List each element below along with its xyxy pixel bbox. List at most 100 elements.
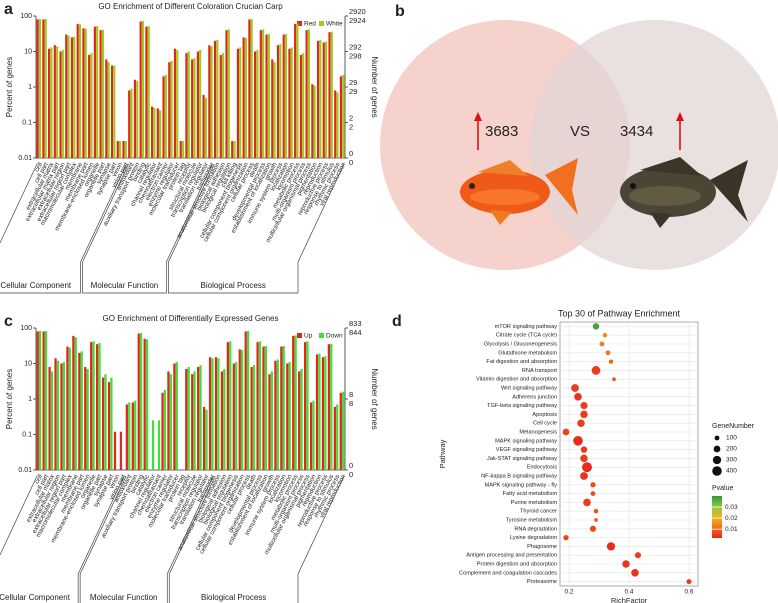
y-tick-label: 0.1 — [22, 431, 32, 438]
bar — [333, 406, 336, 470]
black-fish-tail — [710, 160, 748, 222]
y2-tick-label: 8 — [349, 390, 353, 399]
bar — [67, 35, 70, 159]
dot — [631, 569, 639, 577]
bar — [280, 346, 283, 470]
red-fish-shade — [470, 189, 540, 205]
bar — [70, 37, 74, 158]
bar — [125, 404, 128, 470]
bar — [271, 59, 274, 159]
bar — [250, 19, 253, 159]
bar — [74, 337, 77, 470]
legend-label: Up — [304, 333, 313, 340]
dot — [563, 534, 569, 541]
bar — [217, 358, 220, 470]
bar — [315, 354, 319, 470]
bar — [303, 342, 307, 470]
bar — [68, 347, 71, 470]
bar — [276, 359, 279, 470]
bar — [221, 53, 225, 158]
bar — [173, 48, 177, 158]
y-axis-label: Pathway — [438, 439, 447, 468]
bar — [42, 331, 45, 470]
bar — [213, 40, 217, 159]
y-tick-label: Fatty acid metabolism — [503, 491, 558, 497]
bar — [173, 363, 176, 470]
y-tick-label: 1 — [28, 84, 32, 91]
bar — [309, 402, 313, 470]
y2-tick-label: 2 — [349, 113, 353, 122]
bar — [307, 29, 310, 159]
y-tick-label: Complement and coagulation cascades — [459, 570, 557, 576]
dot — [577, 419, 585, 427]
bar — [159, 110, 162, 158]
bar — [244, 38, 248, 158]
y-tick-label: 10 — [24, 48, 32, 55]
bar — [288, 362, 291, 470]
black-fish-shade — [629, 186, 701, 206]
chart-title: Top 30 of Pathway Enrichment — [558, 308, 681, 318]
y-tick-label: 10 — [24, 360, 32, 367]
bar — [202, 406, 206, 470]
bar — [342, 74, 345, 158]
group-bracket — [79, 475, 214, 603]
legend-swatch — [297, 333, 302, 338]
bar — [313, 85, 316, 158]
bar — [319, 40, 322, 158]
group-bracket — [0, 475, 125, 603]
group-bracket — [0, 163, 127, 294]
bar — [145, 26, 148, 158]
bar — [61, 50, 64, 158]
bar — [107, 62, 110, 158]
bar — [54, 358, 57, 470]
bar — [244, 331, 247, 470]
bar — [336, 92, 339, 158]
y-tick-label: 1 — [28, 396, 32, 403]
y-axis-label: Percent of genes — [5, 57, 14, 117]
black-fish — [620, 157, 748, 228]
bar — [134, 400, 137, 470]
bar — [265, 34, 268, 158]
y-tick-label: 0.1 — [22, 119, 32, 126]
bar — [223, 368, 226, 470]
dot — [583, 498, 591, 507]
y-tick-label: Citrate cycle (TCA cycle) — [496, 333, 557, 339]
bar — [232, 363, 235, 470]
bar — [88, 54, 91, 158]
bar — [276, 45, 280, 158]
bar — [306, 341, 309, 470]
panel-label: d — [392, 313, 402, 330]
y2-tick-label: 2924 — [349, 16, 366, 25]
bar — [316, 40, 320, 159]
y-tick-label: 0.01 — [18, 467, 32, 474]
bar — [227, 29, 230, 159]
chart-title: GO Enrichment of Differentially Expresse… — [103, 314, 279, 323]
bar — [256, 342, 259, 470]
bar — [282, 34, 285, 158]
colorbar-label: 0.01 — [725, 526, 738, 533]
bar — [288, 48, 291, 158]
bar — [110, 65, 114, 158]
dot — [592, 323, 600, 330]
bar — [93, 26, 96, 158]
bar — [151, 106, 154, 158]
y2-axis-label: Number of genes — [370, 368, 379, 429]
bar — [38, 331, 42, 470]
legend-dot — [714, 435, 720, 441]
bar — [199, 365, 202, 470]
bar — [254, 51, 257, 158]
red-fish-eye — [469, 183, 475, 189]
dot — [580, 472, 588, 480]
dot — [634, 552, 642, 559]
dot — [590, 482, 596, 488]
y2-tick-label: 0 — [349, 158, 353, 167]
bar — [205, 409, 208, 470]
bar — [156, 108, 159, 158]
y2-tick-label: 292 — [349, 42, 362, 51]
bar — [239, 47, 242, 158]
bar — [169, 374, 172, 470]
bar — [38, 19, 42, 159]
bar — [298, 371, 301, 470]
bar — [139, 21, 142, 158]
y-tick-label: Proteasome — [527, 579, 557, 585]
